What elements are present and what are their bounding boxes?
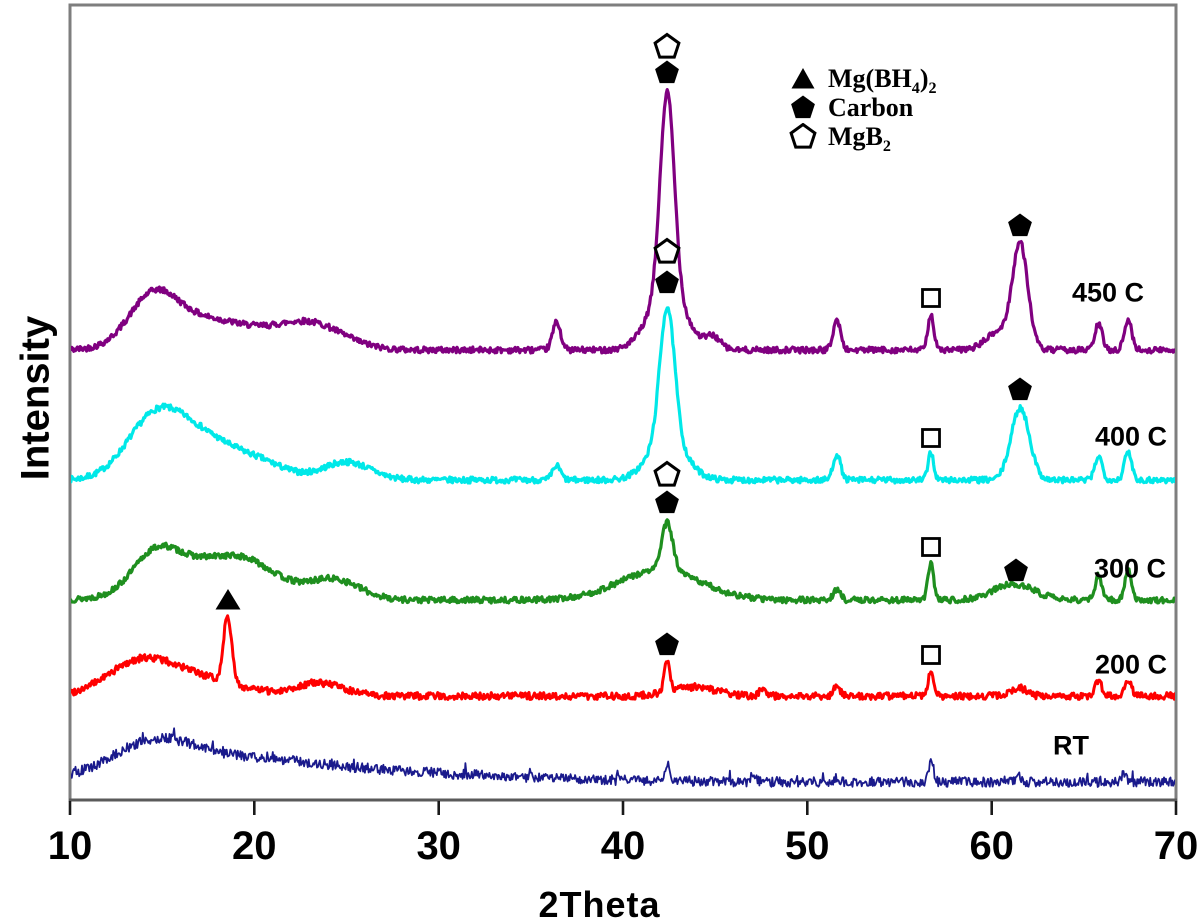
x-tick-label-50: 50 — [785, 824, 830, 868]
series-label-300c: 300 C — [1093, 553, 1167, 584]
marker-open-square-450c — [921, 288, 941, 308]
filled-triangle-icon — [791, 67, 815, 88]
marker-open-pentagon-450c — [653, 32, 681, 59]
marker-open-pentagon-400c — [653, 237, 681, 264]
x-tick-label-10: 10 — [48, 824, 93, 868]
curves — [71, 88, 1175, 788]
x-tick-label-20: 20 — [232, 824, 277, 868]
series-label-rt: RT — [1053, 730, 1089, 761]
curve-rt — [71, 727, 1175, 788]
x-axis-ticks: 10 20 30 40 50 60 70 — [48, 801, 1199, 868]
marker-filled-pentagon-200c — [655, 632, 679, 656]
curve-200c — [71, 614, 1175, 701]
filled-pentagon-icon — [791, 95, 815, 118]
marker-filled-pentagon-450c — [655, 60, 679, 84]
marker-filled-pentagon-450c — [1008, 213, 1032, 237]
phase-markers — [215, 32, 1032, 665]
filled-triangle-glyph — [791, 67, 815, 88]
curve-450c — [71, 88, 1175, 355]
legend: Mg(BH4)2 Carbon MgB2 — [788, 63, 937, 155]
curve-300c — [71, 518, 1175, 605]
curve-400c — [71, 306, 1175, 485]
series-label-450c: 450 C — [1071, 277, 1145, 308]
legend-item-mgb2: MgB2 — [788, 121, 937, 155]
marker-filled-pentagon-400c — [655, 270, 679, 294]
y-axis-title: Intensity — [13, 315, 58, 481]
legend-label-carbon: Carbon — [828, 92, 914, 122]
x-axis-title: 2Theta — [538, 884, 661, 924]
legend-item-carbon: Carbon — [788, 93, 937, 122]
series-label-200c: 200 C — [1094, 649, 1168, 680]
marker-open-square-400c — [921, 428, 941, 448]
x-tick-label-70: 70 — [1154, 824, 1199, 868]
legend-item-mg-bh4-2: Mg(BH4)2 — [788, 63, 937, 97]
series-label-400c: 400 C — [1094, 421, 1168, 452]
legend-label-mg-bh4-2: Mg(BH4)2 — [828, 63, 937, 97]
marker-filled-pentagon-400c — [1008, 377, 1032, 401]
marker-filled-pentagon-300c — [655, 490, 679, 514]
open-pentagon-glyph — [789, 122, 817, 149]
marker-open-square-200c — [921, 645, 941, 665]
filled-pentagon-glyph — [791, 95, 815, 118]
marker-filled-pentagon-300c — [1004, 558, 1028, 582]
x-tick-label-40: 40 — [601, 824, 646, 868]
marker-open-pentagon-300c — [653, 460, 681, 487]
plot-border — [68, 3, 1178, 802]
x-tick-label-30: 30 — [416, 824, 461, 868]
x-tick-label-60: 60 — [969, 824, 1014, 868]
marker-filled-triangle-200c — [215, 589, 241, 610]
legend-label-mgb2: MgB2 — [828, 121, 891, 155]
open-pentagon-icon — [789, 122, 817, 149]
marker-open-square-300c — [921, 537, 941, 557]
